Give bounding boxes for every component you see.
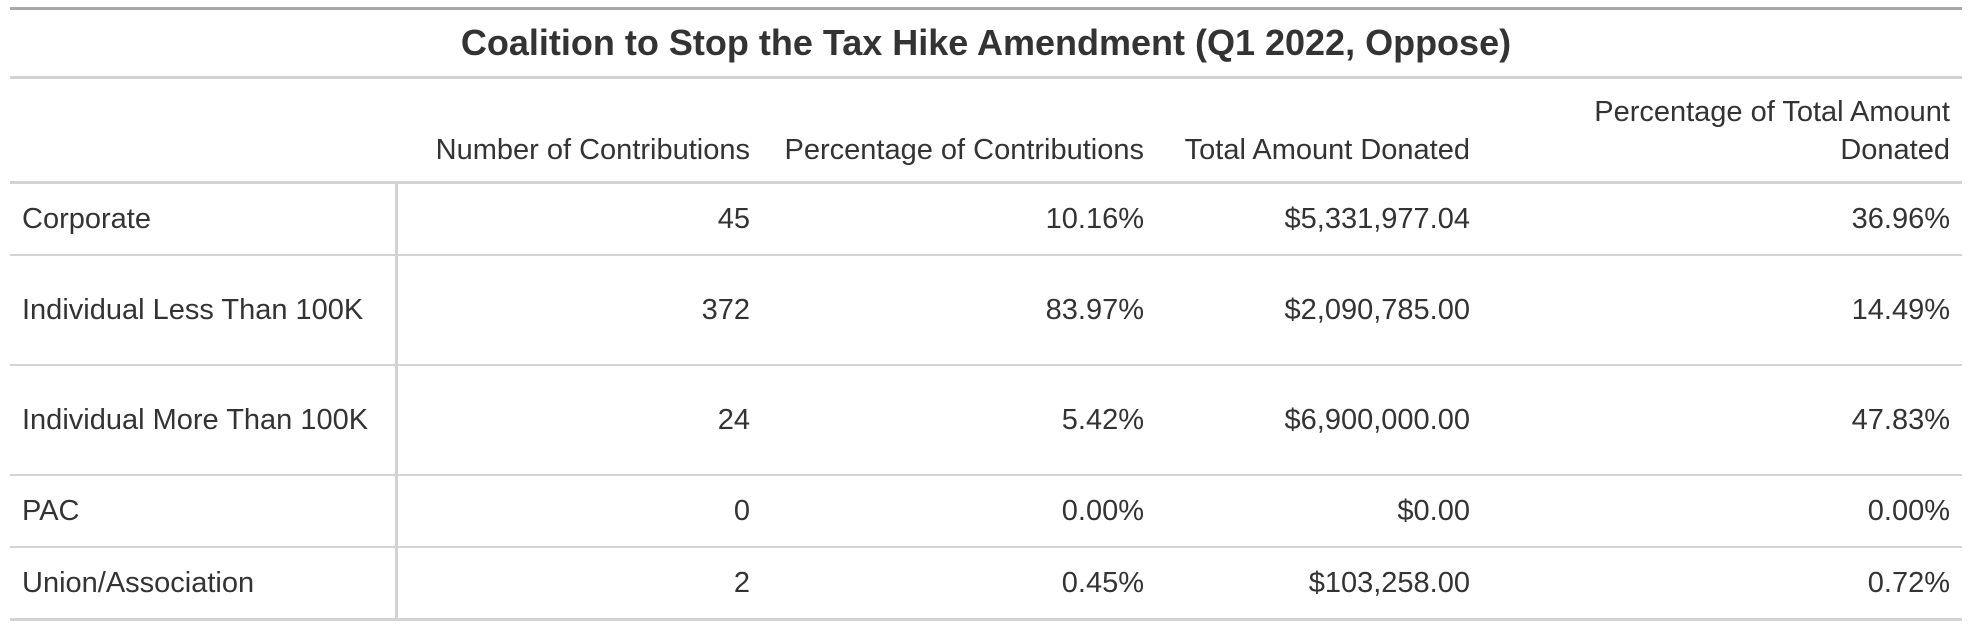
row-label: Corporate xyxy=(10,182,398,256)
contributions-table: Coalition to Stop the Tax Hike Amendment… xyxy=(10,7,1962,621)
cell-count: 0 xyxy=(396,475,762,548)
cell-count: 372 xyxy=(396,255,762,366)
cell-count: 2 xyxy=(396,547,762,621)
column-header-row: Number of Contributions Percentage of Co… xyxy=(10,77,1962,184)
cell-pct-count: 0.00% xyxy=(762,475,1156,548)
table-row: PAC 0 0.00% $0.00 0.00% xyxy=(10,475,1962,548)
cell-amount: $2,090,785.00 xyxy=(1156,255,1482,366)
stub-header xyxy=(10,77,396,184)
cell-pct-amount: 47.83% xyxy=(1482,365,1962,476)
cell-pct-amount: 14.49% xyxy=(1482,255,1962,366)
contributions-table-wrapper: Coalition to Stop the Tax Hike Amendment… xyxy=(10,7,1962,621)
cell-pct-count: 10.16% xyxy=(762,182,1156,256)
title-row: Coalition to Stop the Tax Hike Amendment… xyxy=(10,7,1962,79)
row-label: Union/Association xyxy=(10,547,398,621)
row-label: Individual More Than 100K xyxy=(10,365,398,476)
cell-pct-count: 5.42% xyxy=(762,365,1156,476)
cell-count: 45 xyxy=(396,182,762,256)
column-header-number-of-contributions: Number of Contributions xyxy=(396,77,762,184)
cell-pct-count: 0.45% xyxy=(762,547,1156,621)
table-row: Individual More Than 100K 24 5.42% $6,90… xyxy=(10,365,1962,476)
table-row: Corporate 45 10.16% $5,331,977.04 36.96% xyxy=(10,182,1962,256)
cell-count: 24 xyxy=(396,365,762,476)
table-row: Union/Association 2 0.45% $103,258.00 0.… xyxy=(10,547,1962,621)
cell-amount: $103,258.00 xyxy=(1156,547,1482,621)
row-label: PAC xyxy=(10,475,398,548)
column-header-total-amount-donated: Total Amount Donated xyxy=(1156,77,1482,184)
cell-pct-amount: 0.72% xyxy=(1482,547,1962,621)
table-row: Individual Less Than 100K 372 83.97% $2,… xyxy=(10,255,1962,366)
row-label: Individual Less Than 100K xyxy=(10,255,398,366)
cell-pct-count: 83.97% xyxy=(762,255,1156,366)
column-header-percentage-of-contributions: Percentage of Contributions xyxy=(762,77,1156,184)
column-header-percentage-of-total-amount: Percentage of Total Amount Donated xyxy=(1482,77,1962,184)
cell-amount: $6,900,000.00 xyxy=(1156,365,1482,476)
cell-amount: $0.00 xyxy=(1156,475,1482,548)
cell-pct-amount: 36.96% xyxy=(1482,182,1962,256)
cell-pct-amount: 0.00% xyxy=(1482,475,1962,548)
cell-amount: $5,331,977.04 xyxy=(1156,182,1482,256)
table-title: Coalition to Stop the Tax Hike Amendment… xyxy=(10,7,1962,79)
